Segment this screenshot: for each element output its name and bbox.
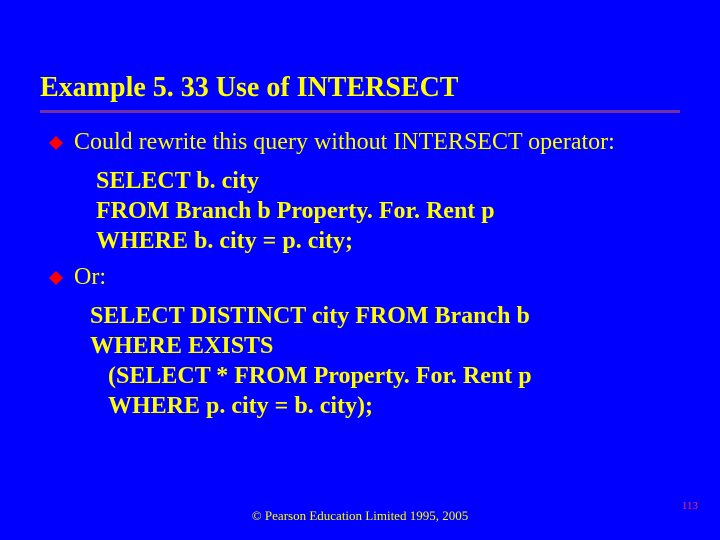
code-block: SELECT b. city FROM Branch b Property. F… bbox=[96, 166, 680, 256]
code-block: SELECT DISTINCT city FROM Branch b WHERE… bbox=[90, 301, 680, 421]
code-line: (SELECT * FROM Property. For. Rent p bbox=[90, 361, 680, 391]
bullet-lead-text: Could rewrite this query without INTERSE… bbox=[74, 129, 680, 156]
page-number: 113 bbox=[682, 500, 698, 512]
code-line: SELECT b. city bbox=[96, 166, 680, 196]
title-underline bbox=[40, 110, 680, 113]
bullet-lead-text: Or: bbox=[74, 264, 680, 291]
code-line: WHERE b. city = p. city; bbox=[96, 226, 680, 256]
slide-content: Could rewrite this query without INTERSE… bbox=[40, 129, 680, 421]
slide: Example 5. 33 Use of INTERSECT Could rew… bbox=[0, 0, 720, 540]
code-line: FROM Branch b Property. For. Rent p bbox=[96, 196, 680, 226]
slide-title: Example 5. 33 Use of INTERSECT bbox=[40, 72, 680, 104]
diamond-icon bbox=[48, 135, 64, 151]
bullet-item: Or: bbox=[48, 264, 680, 291]
code-line: SELECT DISTINCT city FROM Branch b bbox=[90, 301, 680, 331]
copyright-footer: © Pearson Education Limited 1995, 2005 bbox=[0, 508, 720, 524]
diamond-icon bbox=[48, 270, 64, 286]
bullet-item: Could rewrite this query without INTERSE… bbox=[48, 129, 680, 156]
code-line: WHERE p. city = b. city); bbox=[90, 391, 680, 421]
code-line: WHERE EXISTS bbox=[90, 331, 680, 361]
